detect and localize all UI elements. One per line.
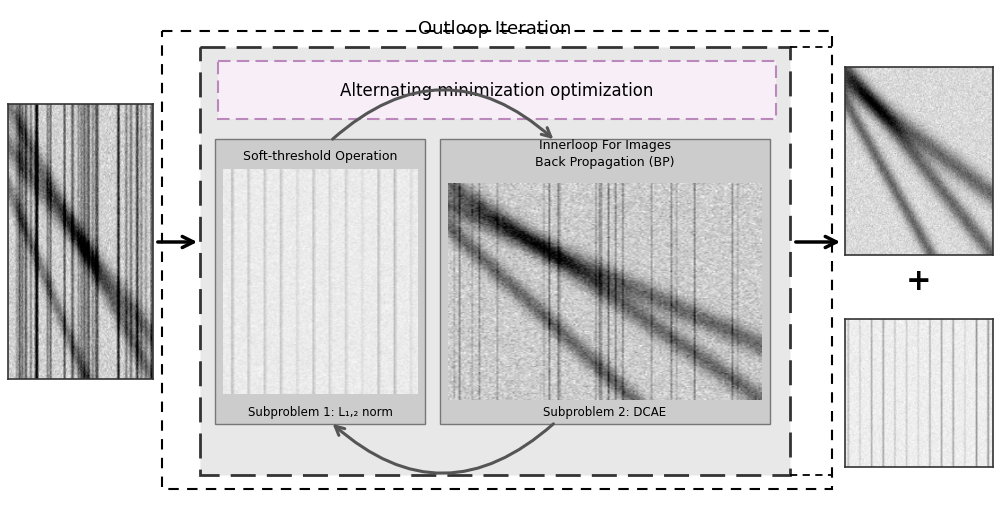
Text: Subproblem 1: L₁,₂ norm: Subproblem 1: L₁,₂ norm xyxy=(248,406,392,419)
Bar xyxy=(162,32,832,489)
Text: Innerloop For Images
Back Propagation (BP): Innerloop For Images Back Propagation (B… xyxy=(535,139,675,169)
Text: Subproblem 2: DCAE: Subproblem 2: DCAE xyxy=(543,406,667,419)
Bar xyxy=(218,62,776,120)
Bar xyxy=(215,140,425,424)
Text: Outloop Iteration: Outloop Iteration xyxy=(418,20,572,38)
Bar xyxy=(200,48,790,475)
Bar xyxy=(440,140,770,424)
FancyArrowPatch shape xyxy=(335,424,553,473)
Text: +: + xyxy=(906,267,932,296)
FancyArrowPatch shape xyxy=(333,90,551,140)
Text: Soft-threshold Operation: Soft-threshold Operation xyxy=(243,149,397,162)
Text: Alternating minimization optimization: Alternating minimization optimization xyxy=(340,82,654,100)
